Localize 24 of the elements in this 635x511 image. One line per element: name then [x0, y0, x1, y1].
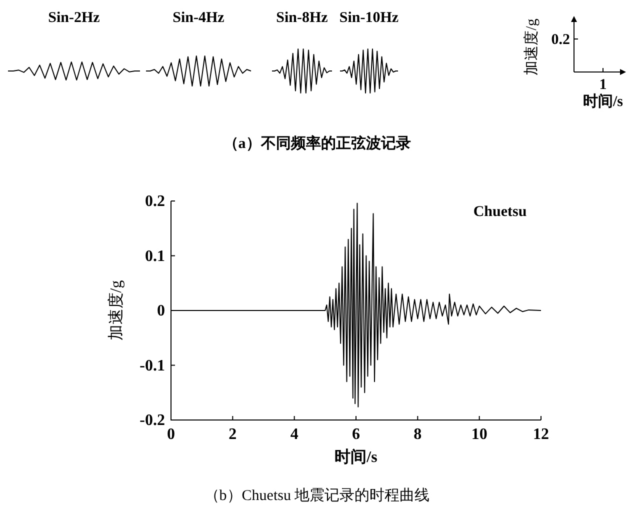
- x-tick-label: 10: [471, 426, 488, 443]
- text: （a）不同频率的正弦波记录: [223, 134, 411, 152]
- y-tick-label: 0.1: [145, 248, 165, 265]
- x-tick-label: 6: [352, 426, 360, 443]
- x-axis-title: 时间/s: [334, 448, 378, 466]
- chart-title: Sin-2Hz: [48, 10, 100, 26]
- text: 1: [599, 77, 607, 93]
- chart-title: Sin-4Hz: [172, 10, 225, 26]
- text: 加速度/g: [523, 18, 540, 76]
- y-tick-label: -0.2: [140, 412, 165, 429]
- y-tick-label: 0: [157, 302, 165, 320]
- x-tick-label: 8: [414, 426, 422, 443]
- annotation: Chuetsu: [473, 204, 527, 220]
- x-tick-label: 4: [290, 426, 298, 443]
- y-axis-title: 加速度/g: [107, 280, 125, 341]
- text: （b）Chuetsu 地震记录的时程曲线: [204, 487, 430, 504]
- text: 时间/s: [582, 93, 624, 110]
- y-tick-label: 0.2: [145, 193, 165, 210]
- chart-title: Sin-10Hz: [339, 10, 399, 26]
- chart-title: Sin-8Hz: [276, 10, 328, 26]
- x-tick-label: 2: [228, 426, 237, 443]
- text: 0.2: [551, 32, 570, 48]
- x-tick-label: 12: [533, 426, 549, 443]
- y-tick-label: -0.1: [140, 357, 165, 374]
